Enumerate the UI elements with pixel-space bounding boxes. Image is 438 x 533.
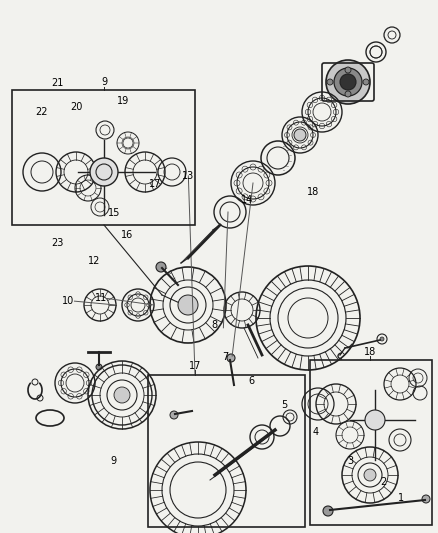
Ellipse shape xyxy=(327,79,333,85)
Text: 12: 12 xyxy=(88,256,100,266)
Ellipse shape xyxy=(227,354,235,362)
Ellipse shape xyxy=(365,410,385,430)
Ellipse shape xyxy=(114,387,130,403)
Ellipse shape xyxy=(178,295,198,315)
Text: 16: 16 xyxy=(121,230,133,239)
Text: 11: 11 xyxy=(95,294,107,303)
Bar xyxy=(12,90,195,225)
Ellipse shape xyxy=(334,68,362,96)
Text: 1: 1 xyxy=(398,494,404,503)
Ellipse shape xyxy=(156,262,166,272)
Text: 10: 10 xyxy=(62,296,74,306)
Text: 2: 2 xyxy=(380,478,386,487)
Text: 3: 3 xyxy=(347,456,353,466)
Bar xyxy=(310,360,432,525)
Text: 21: 21 xyxy=(51,78,63,87)
Ellipse shape xyxy=(380,337,384,341)
Text: 6: 6 xyxy=(249,376,255,386)
Text: 23: 23 xyxy=(51,238,63,247)
Ellipse shape xyxy=(170,411,178,419)
Text: 14: 14 xyxy=(241,195,254,205)
Text: 17: 17 xyxy=(189,361,201,371)
Ellipse shape xyxy=(363,79,369,85)
Ellipse shape xyxy=(326,60,370,104)
Text: 7: 7 xyxy=(223,352,229,362)
Bar xyxy=(148,375,305,527)
Text: 9: 9 xyxy=(101,77,107,87)
Text: 15: 15 xyxy=(108,208,120,218)
Text: 20: 20 xyxy=(71,102,83,111)
Text: 17: 17 xyxy=(149,179,162,189)
Text: 4: 4 xyxy=(312,427,318,437)
Text: 22: 22 xyxy=(35,107,48,117)
Ellipse shape xyxy=(96,364,102,370)
Text: 18: 18 xyxy=(307,187,319,197)
Ellipse shape xyxy=(340,74,356,90)
Ellipse shape xyxy=(364,469,376,481)
Text: 19: 19 xyxy=(117,96,129,106)
Ellipse shape xyxy=(294,129,306,141)
Text: 8: 8 xyxy=(212,320,218,330)
Ellipse shape xyxy=(345,91,351,97)
Text: 13: 13 xyxy=(182,171,194,181)
Ellipse shape xyxy=(345,67,351,73)
Text: 18: 18 xyxy=(364,347,376,357)
Text: 5: 5 xyxy=(282,400,288,410)
Ellipse shape xyxy=(422,495,430,503)
Ellipse shape xyxy=(323,506,333,516)
Text: 9: 9 xyxy=(111,456,117,466)
Ellipse shape xyxy=(90,158,118,186)
